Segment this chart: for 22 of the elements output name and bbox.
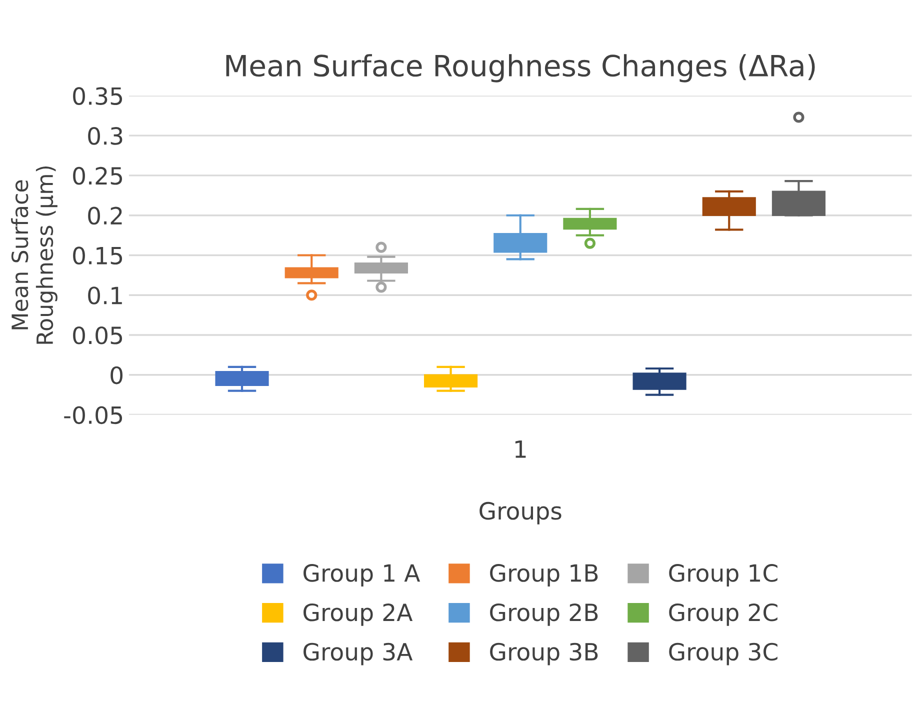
legend-label: Group 1 A — [304, 564, 420, 586]
y-tick-label: -0.05 — [64, 406, 122, 424]
legend-label: Group 1B — [490, 564, 598, 586]
x-axis-title: Groups — [480, 502, 562, 524]
legend-label: Group 3C — [669, 642, 778, 666]
legend-label: Group 3A — [304, 642, 413, 666]
y-axis-title: Mean Surface Roughness (µm) — [11, 166, 58, 344]
legend-label: Group 1C — [669, 564, 778, 586]
chart-title: Mean Surface Roughness Changes (ΔRa) — [226, 54, 815, 82]
legend-label: Group 3B — [490, 642, 598, 666]
y-tick-label: 0.25 — [73, 166, 122, 185]
y-tick-label: 0.2 — [88, 206, 122, 225]
legend-label: Group 2B — [490, 603, 598, 626]
x-tick-label: 1 — [515, 440, 526, 458]
y-tick-label: 0.1 — [88, 286, 122, 304]
legend-label: Group 2A — [304, 603, 413, 626]
y-tick-label: 0.05 — [73, 326, 122, 344]
y-tick-label: 0.3 — [88, 127, 122, 145]
y-tick-label: 0 — [110, 366, 123, 384]
y-tick-label: 0.15 — [73, 246, 122, 265]
legend-label: Group 2C — [669, 603, 778, 626]
y-tick-label: 0.35 — [73, 87, 122, 106]
